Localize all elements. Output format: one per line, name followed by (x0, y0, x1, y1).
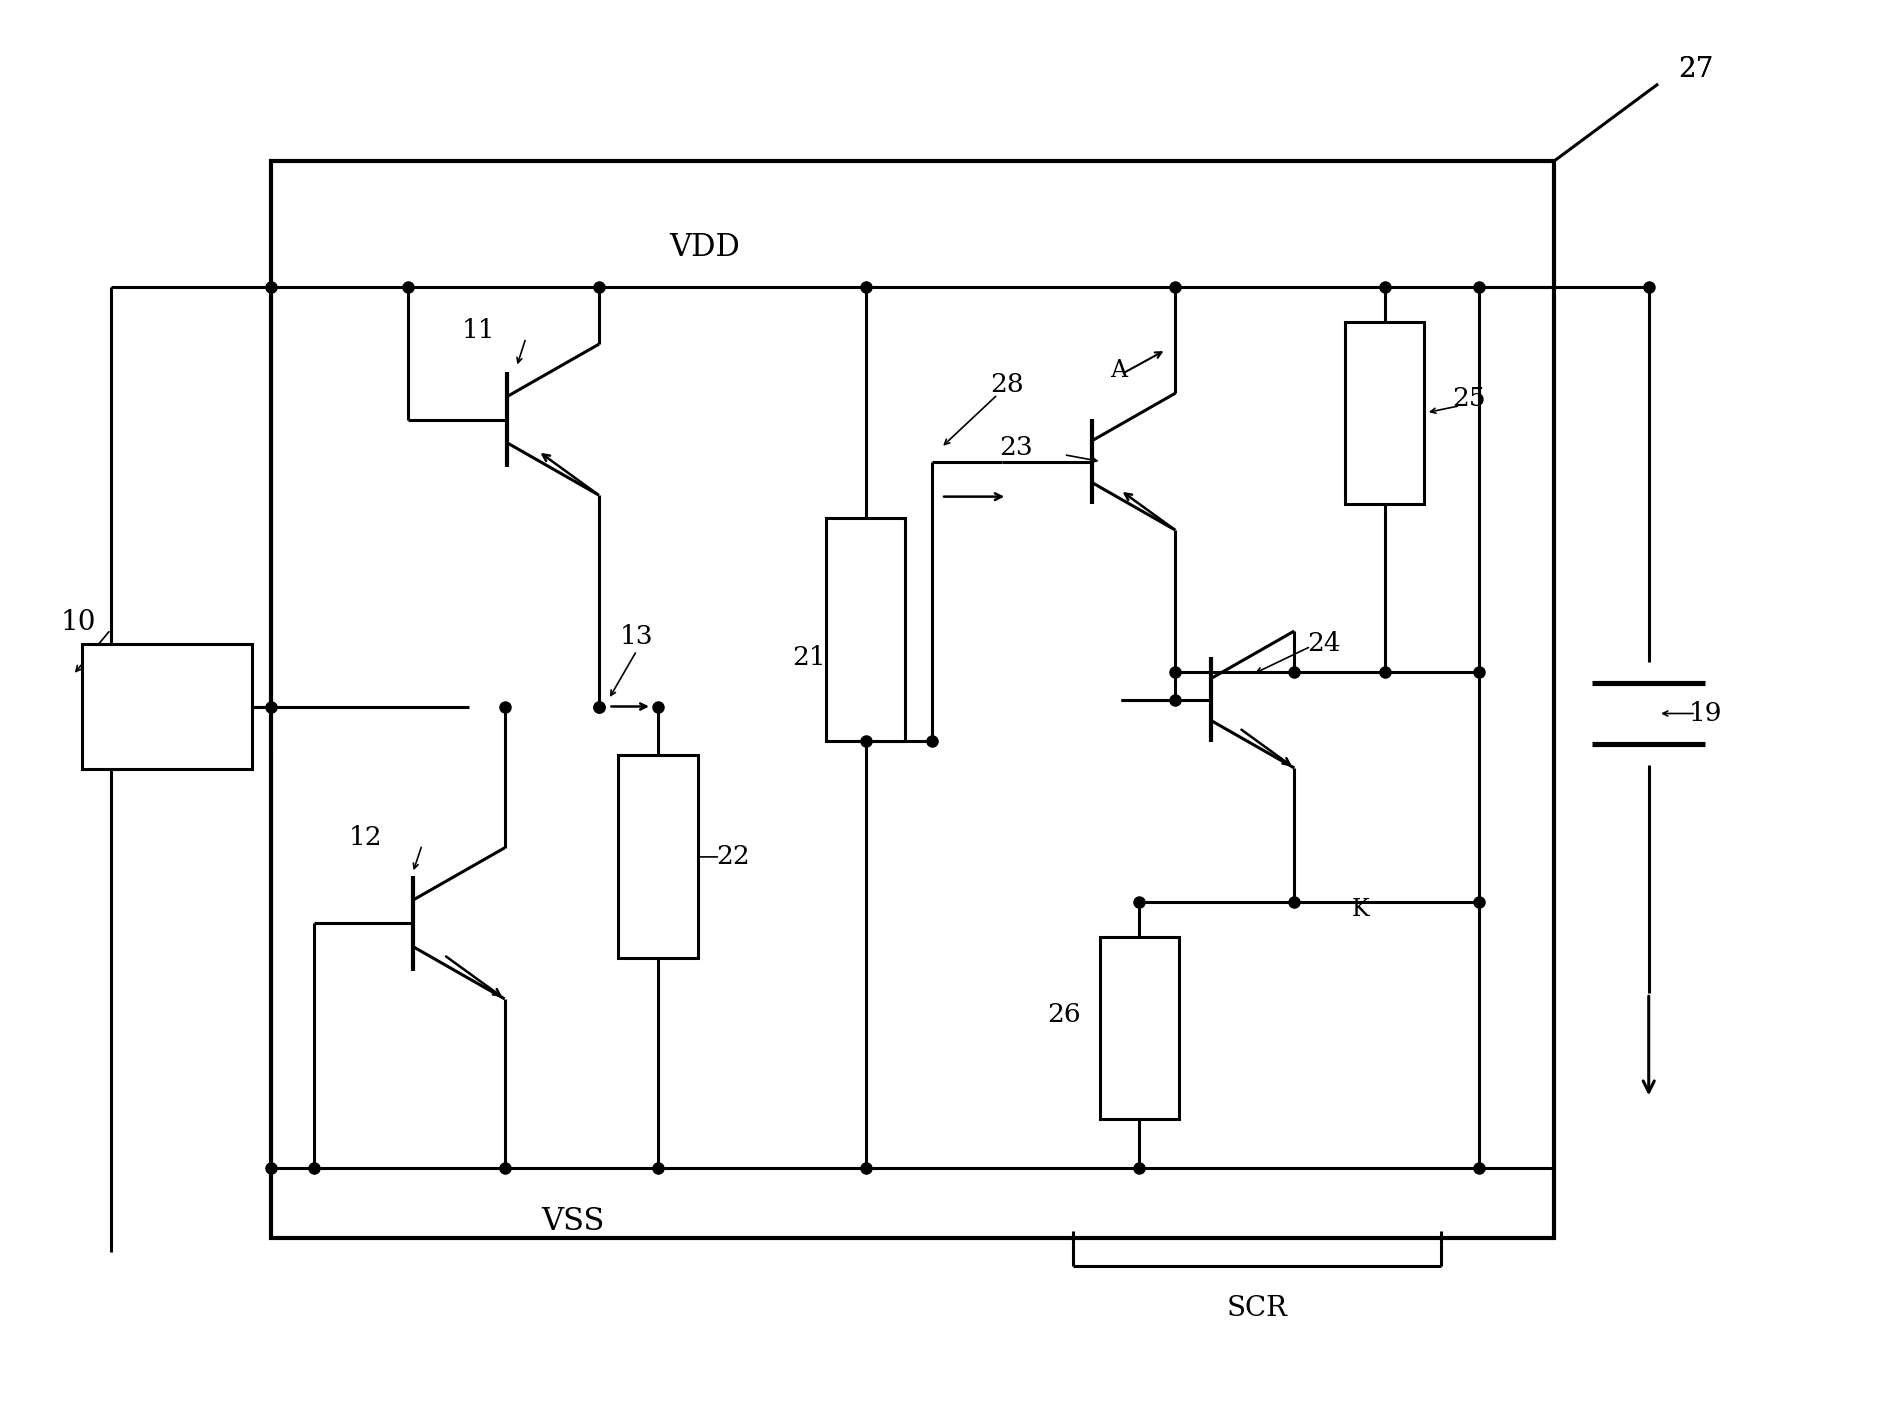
Text: Pad: Pad (150, 718, 184, 736)
Text: 12: 12 (348, 825, 382, 849)
Bar (1099, 937, 1179, 1119)
Text: 22: 22 (717, 845, 751, 869)
Text: I/O: I/O (154, 680, 181, 697)
Bar (825, 517, 905, 742)
Text: K: K (1352, 897, 1369, 921)
Text: 11: 11 (462, 318, 496, 343)
Text: 26: 26 (1047, 1002, 1080, 1027)
Text: 28: 28 (990, 372, 1025, 397)
Text: 24: 24 (1308, 632, 1340, 656)
Text: 21: 21 (793, 644, 825, 670)
Text: 27: 27 (1679, 57, 1713, 83)
Text: 19: 19 (1688, 701, 1722, 726)
Text: 10: 10 (61, 609, 97, 636)
Text: 23: 23 (1000, 435, 1034, 461)
Text: A: A (1110, 359, 1127, 382)
Text: 27: 27 (1679, 57, 1713, 83)
Bar (1344, 322, 1424, 503)
Text: VSS: VSS (542, 1205, 605, 1236)
Bar (82, 643, 253, 770)
Text: VDD: VDD (669, 232, 741, 263)
Bar (618, 756, 698, 958)
Text: SCR: SCR (1226, 1294, 1287, 1321)
Bar (272, 161, 1555, 1238)
Text: 25: 25 (1452, 386, 1487, 411)
Text: 13: 13 (620, 625, 654, 649)
